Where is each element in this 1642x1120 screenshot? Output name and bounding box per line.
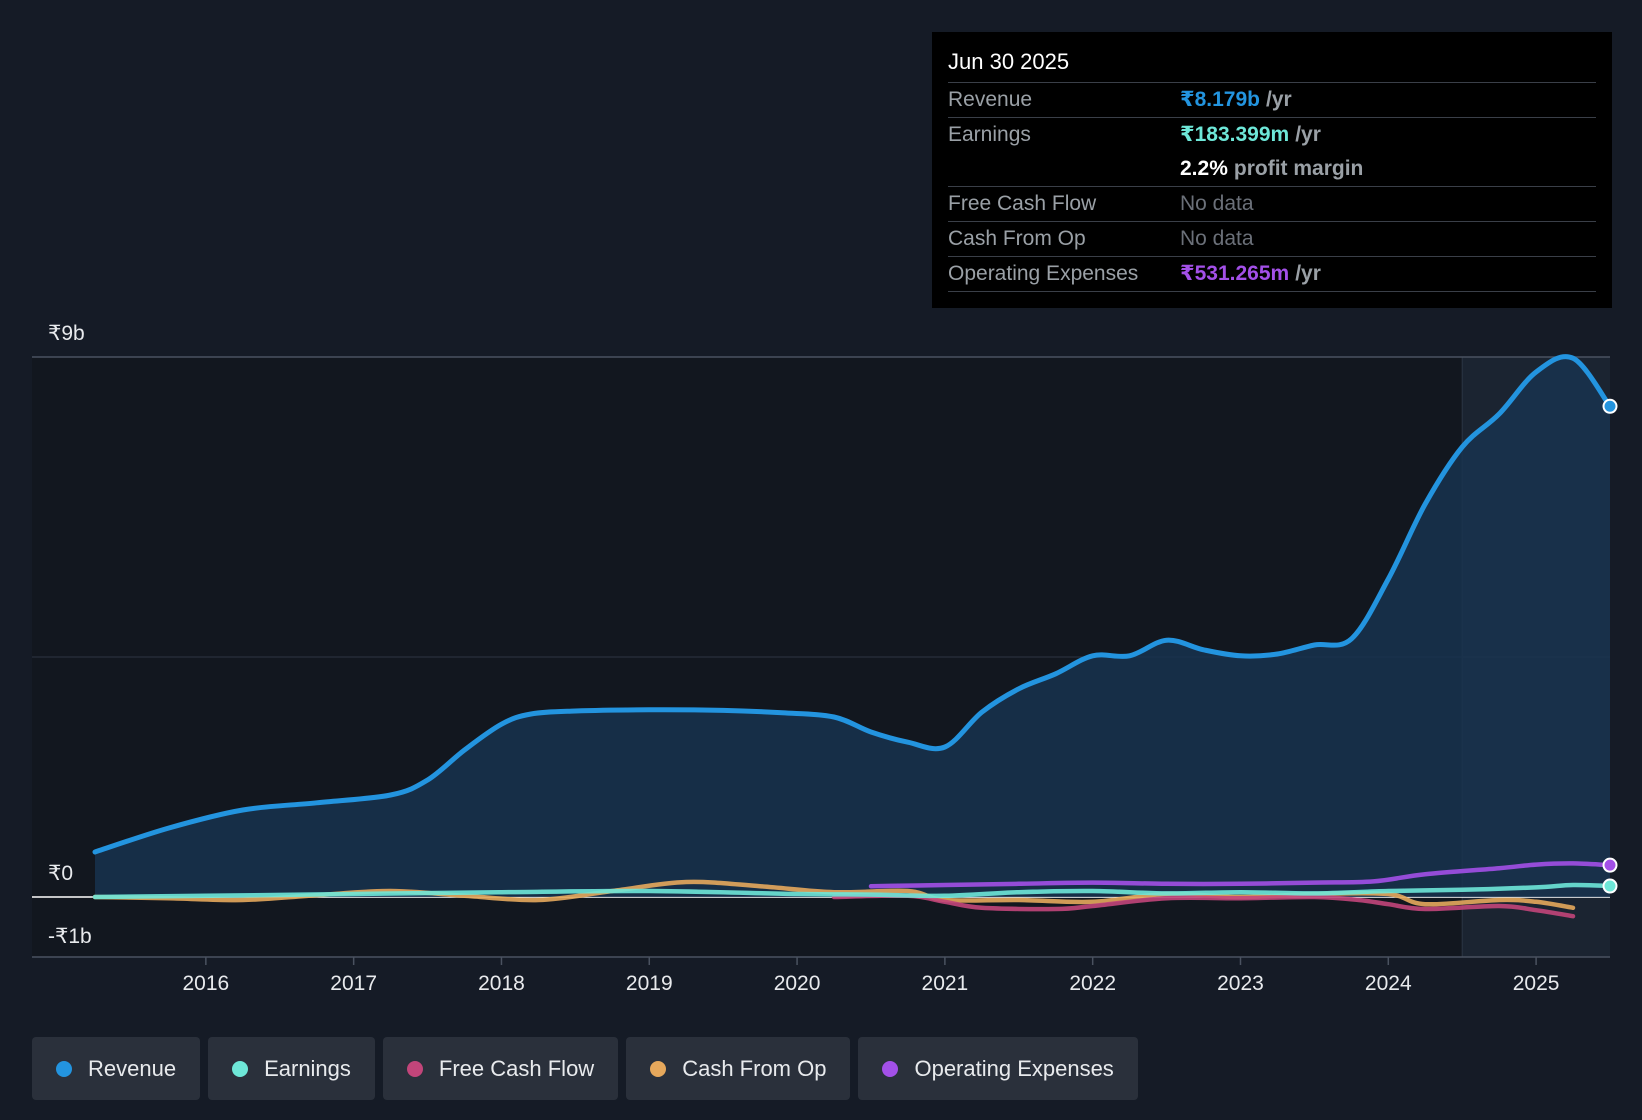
endpoint-revenue — [1602, 398, 1618, 414]
legend-earnings[interactable]: Earnings — [208, 1037, 375, 1100]
tooltip-date: Jun 30 2025 — [948, 46, 1596, 83]
tooltip-row-revenue: Revenue ₹8.179b/yr — [948, 83, 1596, 118]
series-lines — [92, 354, 1613, 919]
tooltip-earnings-label: Earnings — [948, 123, 1031, 146]
legend-dot-icon — [882, 1060, 899, 1077]
legend-cash-from-op[interactable]: Cash From Op — [626, 1037, 851, 1100]
series-line-operating-expenses — [868, 861, 1613, 889]
legend-dot-icon — [406, 1060, 423, 1077]
legend-free-cash-flow[interactable]: Free Cash Flow — [382, 1037, 619, 1100]
y-tick-label: ₹0 — [48, 862, 73, 885]
tooltip-margin-label: profit margin — [1233, 157, 1364, 180]
x-tick-label: 2018 — [478, 972, 525, 995]
y-tick-label: ₹9b — [48, 322, 85, 345]
legend-dot-icon — [56, 1060, 72, 1077]
tooltip-cfo-label: Cash From Op — [948, 227, 1086, 250]
endpoint-operating-expenses — [1602, 857, 1618, 873]
tooltip-row-fcf: Free Cash Flow No data — [948, 187, 1596, 222]
legend-label: Cash From Op — [682, 1055, 827, 1081]
legend-dot-icon — [232, 1060, 249, 1077]
endpoint-earnings — [1602, 878, 1618, 894]
series-line-earnings — [92, 882, 1613, 900]
tooltip-margin-value: 2.2% — [1180, 157, 1228, 180]
tooltip-cfo-value: No data — [1180, 227, 1254, 250]
tooltip-earnings-value: ₹183.399m — [1180, 123, 1290, 146]
y-tick-label: -₹1b — [48, 925, 92, 948]
tooltip-fcf-value: No data — [1180, 192, 1254, 215]
legend-operating-expenses[interactable]: Operating Expenses — [858, 1037, 1138, 1100]
tooltip-opex-value: ₹531.265m — [1180, 262, 1290, 285]
tooltip-revenue-value: ₹8.179b — [1180, 88, 1260, 111]
x-tick-label: 2022 — [1069, 972, 1116, 995]
tooltip-revenue-unit: /yr — [1266, 88, 1292, 111]
legend: Revenue Earnings Free Cash Flow Cash Fro… — [32, 1037, 1138, 1100]
tooltip-earnings-unit: /yr — [1295, 123, 1321, 146]
x-tick-label: 2025 — [1513, 972, 1560, 995]
legend-revenue[interactable]: Revenue — [32, 1037, 201, 1100]
legend-label: Revenue — [88, 1055, 177, 1081]
tooltip-row-opex: Operating Expenses ₹531.265m/yr — [948, 257, 1596, 292]
tooltip-fcf-label: Free Cash Flow — [948, 192, 1097, 215]
tooltip-row-cfo: Cash From Op No data — [948, 222, 1596, 257]
tooltip-row-earnings: Earnings ₹183.399m/yr — [948, 118, 1596, 152]
x-axis-labels: 2016 2017 2018 2019 2020 2021 2022 2023 2024 2025 — [182, 957, 1559, 995]
revenue-area-fill — [95, 356, 1610, 897]
legend-label: Free Cash Flow — [438, 1055, 595, 1081]
tooltip-row-margin: 2.2% profit margin — [948, 152, 1596, 187]
x-tick-label: 2016 — [182, 972, 229, 995]
x-tick-label: 2019 — [626, 972, 673, 995]
tooltip-panel: Jun 30 2025 Revenue ₹8.179b/yr Earnings … — [932, 32, 1612, 308]
revenue-area — [95, 356, 1610, 897]
y-axis-labels: ₹9b ₹0 -₹1b — [48, 322, 92, 948]
tooltip-opex-unit: /yr — [1295, 262, 1321, 285]
legend-label: Earnings — [264, 1055, 351, 1081]
x-tick-label: 2020 — [774, 972, 821, 995]
series-endpoints — [1602, 398, 1618, 894]
series-line-free-cash-flow — [831, 893, 1576, 919]
x-tick-label: 2017 — [330, 972, 377, 995]
series-line-revenue — [92, 354, 1613, 855]
x-tick-label: 2023 — [1217, 972, 1264, 995]
tooltip-opex-label: Operating Expenses — [948, 262, 1139, 285]
x-tick-label: 2024 — [1365, 972, 1412, 995]
tooltip-revenue-label: Revenue — [948, 88, 1033, 111]
legend-dot-icon — [650, 1060, 667, 1077]
legend-label: Operating Expenses — [914, 1055, 1114, 1081]
x-tick-label: 2021 — [922, 972, 969, 995]
